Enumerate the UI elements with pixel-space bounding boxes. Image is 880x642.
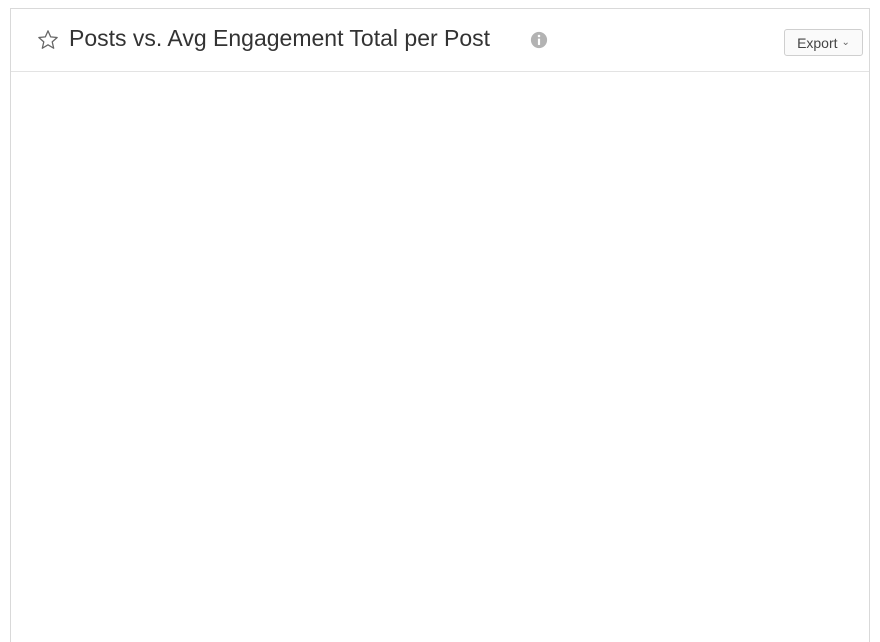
star-outline-icon[interactable] bbox=[37, 29, 59, 51]
panel-header: Posts vs. Avg Engagement Total per Post … bbox=[11, 9, 869, 72]
page-title: Posts vs. Avg Engagement Total per Post bbox=[69, 25, 491, 51]
chevron-down-icon: ⌄ bbox=[841, 37, 850, 48]
chart-panel: Posts vs. Avg Engagement Total per Post … bbox=[10, 8, 870, 642]
export-button-label: Export bbox=[797, 34, 838, 51]
info-icon[interactable] bbox=[530, 31, 548, 49]
export-button[interactable]: Export ⌄ bbox=[784, 29, 863, 56]
